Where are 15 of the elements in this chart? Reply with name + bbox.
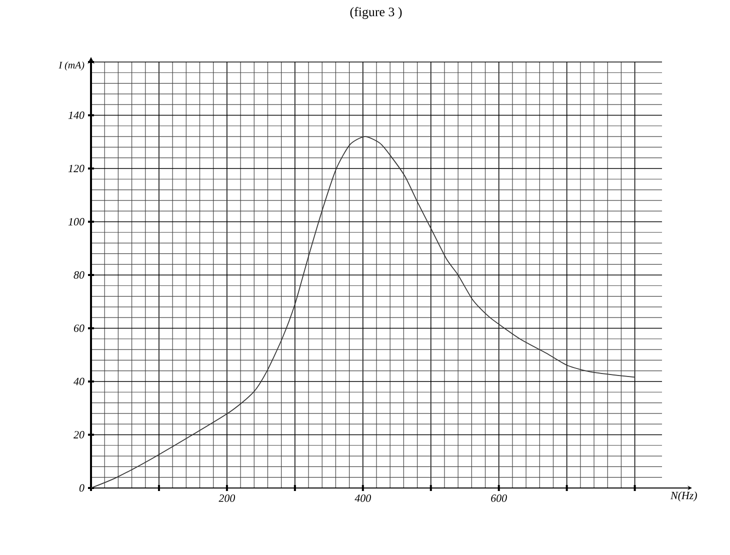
- line-series: [90, 136, 636, 488]
- x-tick-label: 200: [218, 494, 236, 502]
- x-axis-title: N(Hz): [670, 492, 697, 502]
- y-axis-title: I (mA): [58, 61, 84, 71]
- y-tick-label: 140: [68, 112, 84, 119]
- y-tick-label: 20: [74, 431, 84, 438]
- x-tick-label: 600: [491, 494, 507, 502]
- y-tick-label: 100: [68, 218, 84, 226]
- chart-title: (figure 3 ): [350, 7, 402, 19]
- y-tick-label: 40: [74, 378, 84, 386]
- x-tick-label: 400: [354, 494, 371, 502]
- y-tick-label: 80: [74, 271, 84, 279]
- y-tick-label: 120: [68, 164, 84, 172]
- y-tick-label: 0: [79, 484, 84, 492]
- y-tick-label: 60: [74, 324, 84, 332]
